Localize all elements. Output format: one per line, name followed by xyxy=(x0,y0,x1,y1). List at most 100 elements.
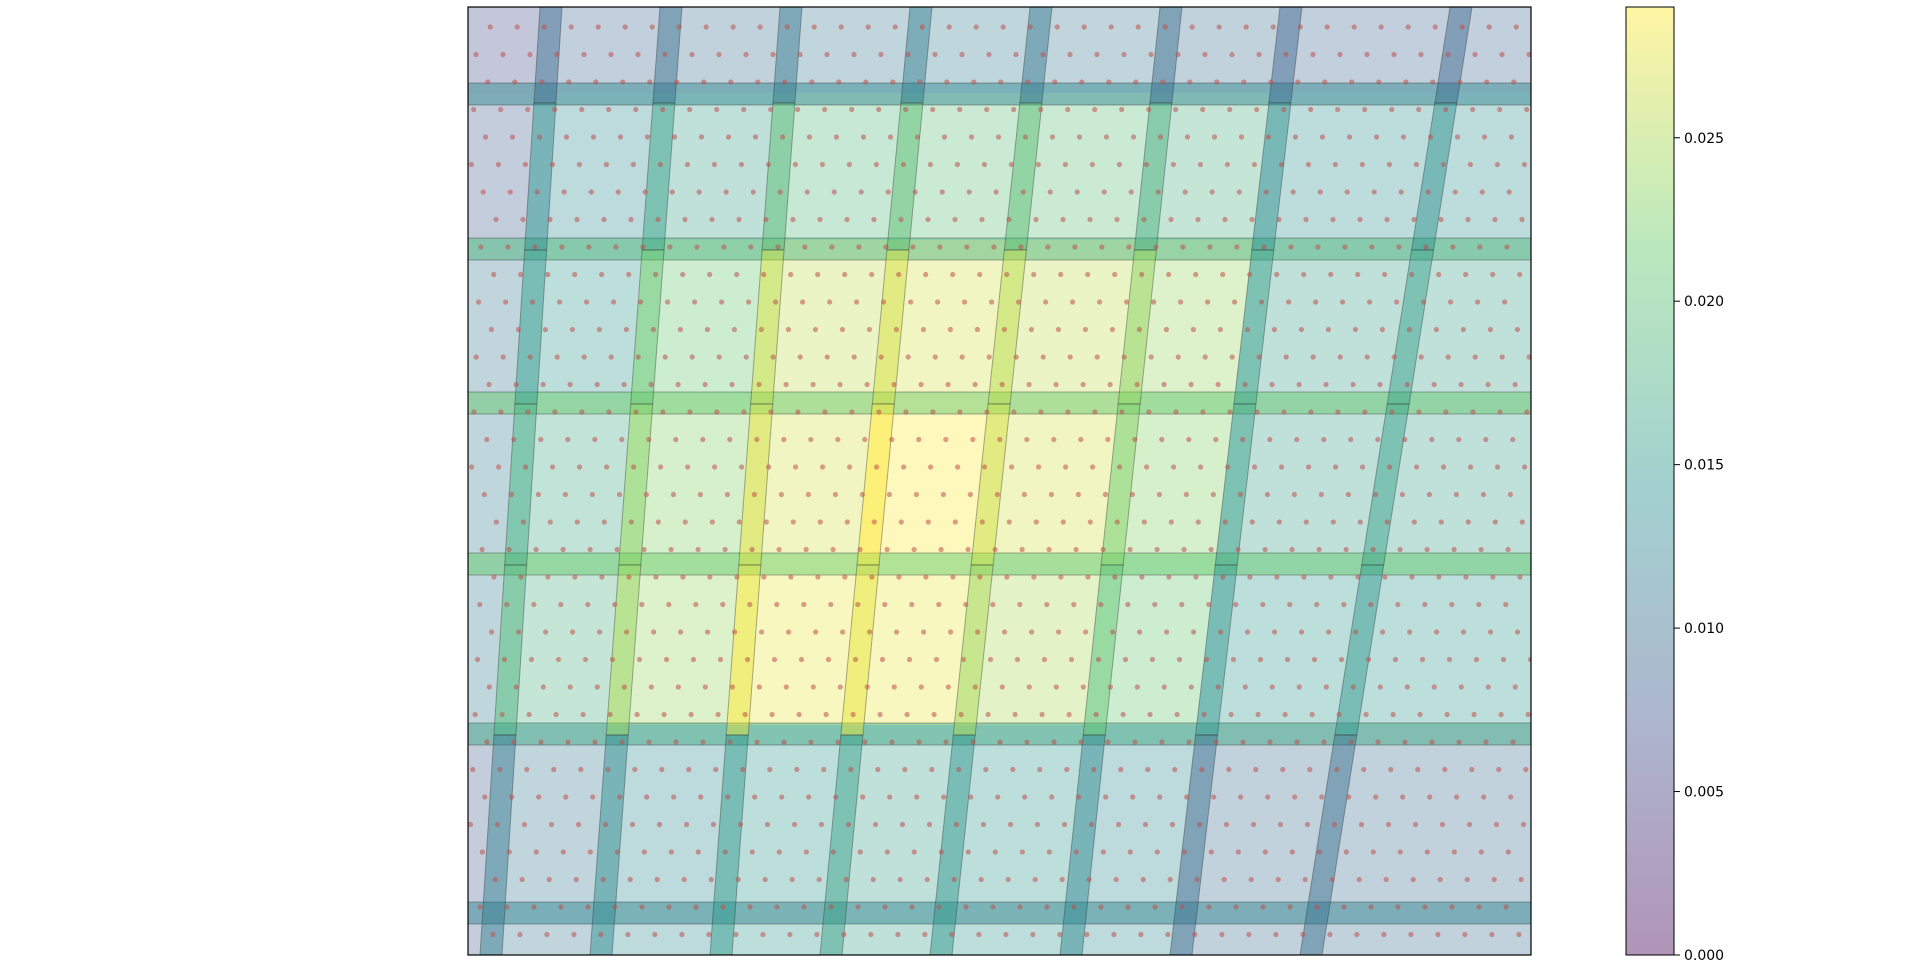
data-point xyxy=(890,79,896,85)
data-point xyxy=(806,134,813,140)
data-point xyxy=(729,684,735,690)
data-point xyxy=(1450,244,1456,250)
data-point xyxy=(1125,601,1131,608)
colorbar-segment xyxy=(1626,913,1674,915)
colorbar-segment xyxy=(1626,395,1674,397)
colorbar-segment xyxy=(1626,307,1674,309)
data-point xyxy=(628,519,634,525)
colorbar-segment xyxy=(1626,245,1674,247)
data-point xyxy=(1075,491,1081,498)
data-point xyxy=(1017,904,1023,910)
data-point xyxy=(624,629,630,635)
data-point xyxy=(741,106,747,113)
data-point xyxy=(1486,24,1492,30)
colorbar-segment xyxy=(1626,121,1674,123)
data-point xyxy=(709,216,715,223)
data-point xyxy=(633,106,639,113)
data-point xyxy=(1153,244,1159,250)
data-point xyxy=(1052,79,1058,85)
data-point xyxy=(1410,876,1416,883)
data-point xyxy=(595,24,601,30)
data-point xyxy=(1465,519,1471,525)
colorbar-segment xyxy=(1626,483,1674,485)
data-point xyxy=(1140,876,1146,883)
data-point xyxy=(629,821,636,828)
data-point xyxy=(468,821,474,828)
data-point xyxy=(1133,79,1139,85)
data-point xyxy=(918,684,924,690)
data-point xyxy=(1221,876,1227,883)
data-point xyxy=(894,629,900,635)
data-point xyxy=(682,216,688,223)
data-point xyxy=(1119,409,1125,415)
data-point xyxy=(1164,629,1170,635)
data-point xyxy=(1026,381,1032,388)
colorbar-segment xyxy=(1626,927,1674,929)
colorbar-segment xyxy=(1626,441,1674,443)
data-point xyxy=(1385,821,1392,828)
data-point xyxy=(1118,766,1124,773)
colorbar-segment xyxy=(1626,55,1674,57)
data-point xyxy=(757,24,763,30)
colorbar-segment xyxy=(1626,797,1674,799)
colorbar-segment xyxy=(1626,683,1674,685)
data-point xyxy=(599,271,605,278)
data-point xyxy=(1435,931,1441,938)
data-point xyxy=(1302,876,1308,883)
data-point xyxy=(756,684,762,690)
data-point xyxy=(603,161,610,168)
data-point xyxy=(1046,849,1052,855)
colorbar-segment xyxy=(1626,641,1674,643)
data-point xyxy=(668,849,674,855)
data-point xyxy=(1360,464,1366,470)
colorbar-segment xyxy=(1626,327,1674,329)
data-point xyxy=(1007,821,1014,828)
data-point xyxy=(905,51,911,58)
data-point xyxy=(690,656,697,663)
colorbar-segment xyxy=(1626,543,1674,545)
data-point xyxy=(1018,244,1024,250)
colorbar-segment xyxy=(1626,115,1674,117)
data-point xyxy=(1413,161,1419,168)
colorbar-segment xyxy=(1626,141,1674,143)
colorbar-segment xyxy=(1626,519,1674,521)
data-point xyxy=(527,51,533,58)
vertical-band xyxy=(1019,7,1053,104)
data-point xyxy=(581,354,587,360)
vertical-band xyxy=(1233,249,1275,405)
data-point xyxy=(929,766,935,773)
data-point xyxy=(869,271,875,278)
data-point xyxy=(1315,244,1321,250)
data-point xyxy=(1517,271,1523,278)
data-point xyxy=(470,766,476,773)
vertical-band xyxy=(1214,403,1257,566)
data-point xyxy=(628,216,634,223)
data-point xyxy=(1120,711,1126,718)
colorbar-segment xyxy=(1626,769,1674,771)
data-point xyxy=(1067,51,1073,58)
data-point xyxy=(1519,216,1525,223)
data-point xyxy=(963,904,969,910)
data-point xyxy=(1020,189,1026,195)
colorbar-segment xyxy=(1626,373,1674,375)
data-point xyxy=(870,876,876,883)
data-point xyxy=(727,739,733,745)
data-point xyxy=(1178,299,1184,305)
data-point xyxy=(1152,601,1158,608)
data-point xyxy=(717,656,724,663)
data-point xyxy=(1184,134,1191,140)
data-point xyxy=(1139,574,1145,580)
data-point xyxy=(1388,766,1394,773)
data-point xyxy=(1359,161,1365,168)
colorbar-segment xyxy=(1626,149,1674,151)
data-point xyxy=(1156,491,1162,498)
data-point xyxy=(855,601,861,608)
data-point xyxy=(615,189,621,195)
data-point xyxy=(682,519,688,525)
colorbar-segment xyxy=(1626,629,1674,631)
data-point xyxy=(1373,794,1379,800)
data-point xyxy=(1080,684,1086,690)
data-point xyxy=(835,436,841,443)
data-point xyxy=(640,244,646,250)
vertical-band xyxy=(1003,102,1043,251)
